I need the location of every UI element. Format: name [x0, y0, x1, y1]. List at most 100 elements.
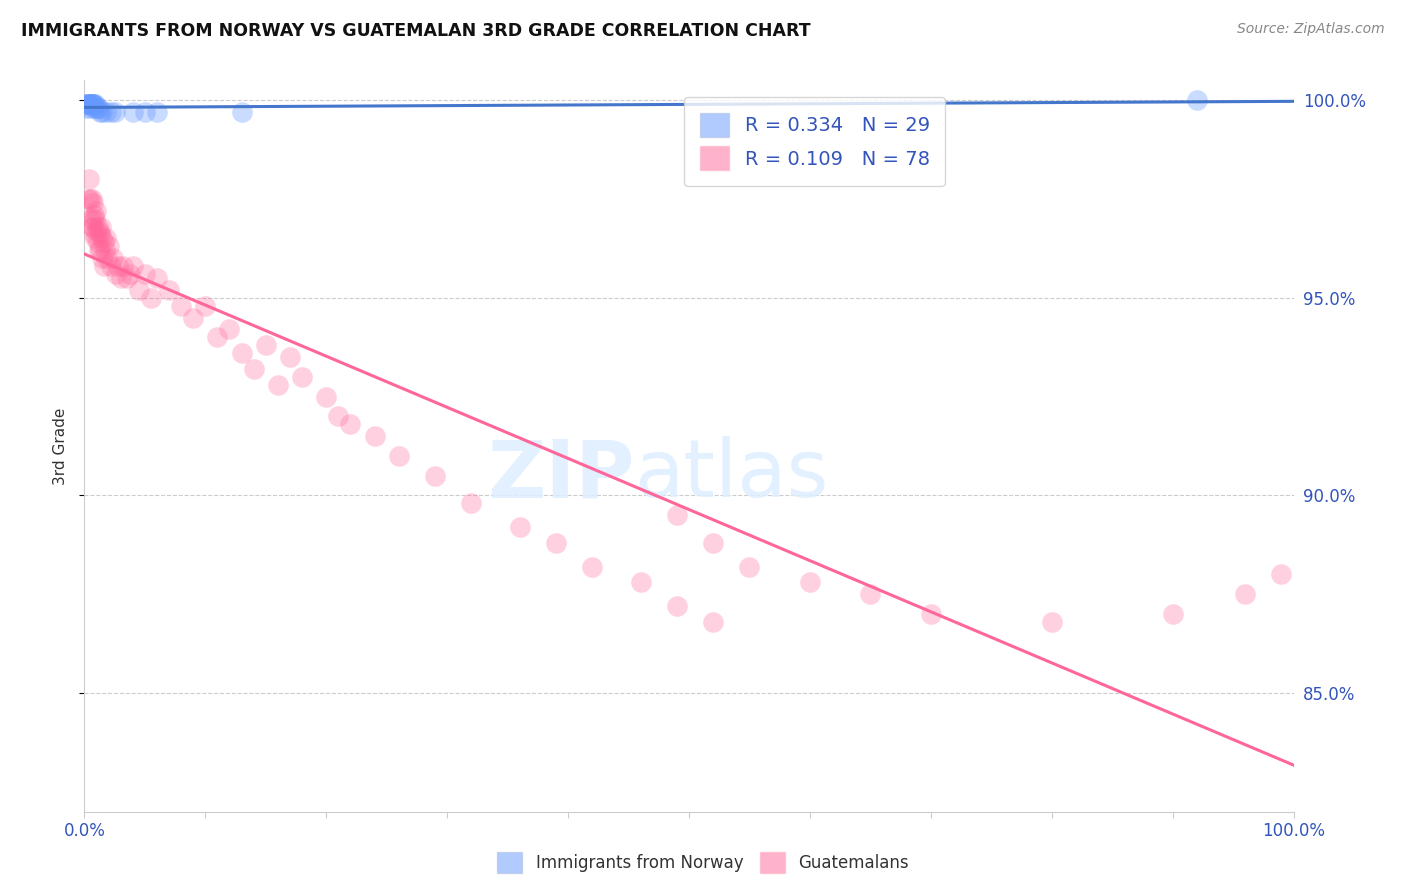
Point — [86, 101, 108, 115]
Point — [104, 267, 127, 281]
Point — [231, 346, 253, 360]
Y-axis label: 3rd Grade: 3rd Grade — [52, 408, 67, 484]
Point — [104, 104, 127, 119]
Point — [544, 536, 567, 550]
Point — [80, 219, 103, 234]
Point — [128, 283, 150, 297]
Point — [1161, 607, 1184, 621]
Point — [1270, 567, 1292, 582]
Point — [799, 575, 821, 590]
Point — [630, 575, 652, 590]
Point — [91, 251, 114, 265]
Point — [75, 101, 97, 115]
Point — [86, 203, 108, 218]
Point — [460, 496, 482, 510]
Point — [90, 219, 112, 234]
Point — [79, 211, 101, 226]
Point — [76, 97, 98, 112]
Point — [86, 235, 108, 250]
Text: ZIP: ZIP — [488, 436, 634, 515]
Point — [83, 97, 105, 112]
Text: Source: ZipAtlas.com: Source: ZipAtlas.com — [1237, 22, 1385, 37]
Point — [96, 251, 118, 265]
Point — [665, 508, 688, 523]
Point — [139, 291, 162, 305]
Point — [207, 330, 229, 344]
Point — [87, 244, 110, 258]
Point — [77, 97, 100, 112]
Point — [388, 449, 411, 463]
Point — [328, 409, 350, 424]
Point — [87, 223, 110, 237]
Legend: R = 0.334   N = 29, R = 0.109   N = 78: R = 0.334 N = 29, R = 0.109 N = 78 — [685, 97, 945, 186]
Point — [121, 104, 143, 119]
Point — [363, 429, 385, 443]
Point — [86, 223, 108, 237]
Point — [83, 101, 105, 115]
Point — [115, 271, 138, 285]
Point — [702, 615, 724, 629]
Point — [84, 231, 107, 245]
Point — [315, 390, 337, 404]
Point — [76, 97, 98, 112]
Point — [82, 211, 104, 226]
Point — [1234, 587, 1257, 601]
Point — [120, 267, 142, 281]
Point — [86, 101, 108, 115]
Point — [91, 231, 114, 245]
Point — [146, 104, 169, 119]
Point — [93, 235, 115, 250]
Point — [509, 520, 531, 534]
Point — [87, 101, 110, 115]
Point — [79, 101, 101, 115]
Point — [1185, 93, 1208, 107]
Point — [77, 97, 100, 112]
Point — [83, 208, 105, 222]
Point — [80, 192, 103, 206]
Point — [146, 271, 169, 285]
Point — [94, 231, 117, 245]
Point — [920, 607, 942, 621]
Point — [134, 267, 156, 281]
Point — [100, 259, 122, 273]
Point — [242, 362, 264, 376]
Point — [77, 172, 100, 186]
Point — [82, 219, 104, 234]
Point — [231, 104, 253, 119]
Point — [218, 322, 240, 336]
Point — [89, 227, 111, 242]
Point — [339, 417, 361, 432]
Point — [89, 104, 111, 119]
Point — [100, 104, 122, 119]
Point — [121, 259, 143, 273]
Point — [702, 536, 724, 550]
Point — [103, 251, 125, 265]
Point — [77, 97, 100, 112]
Point — [80, 97, 103, 112]
Point — [157, 283, 180, 297]
Point — [581, 559, 603, 574]
Point — [738, 559, 761, 574]
Text: atlas: atlas — [634, 436, 830, 515]
Point — [181, 310, 204, 325]
Point — [77, 97, 100, 112]
Point — [89, 244, 111, 258]
Point — [291, 369, 314, 384]
Point — [79, 192, 101, 206]
Point — [84, 211, 107, 226]
Point — [254, 338, 277, 352]
Point — [79, 97, 101, 112]
Point — [112, 259, 135, 273]
Point — [91, 104, 114, 119]
Point — [86, 219, 108, 234]
Point — [665, 599, 688, 614]
Point — [134, 104, 156, 119]
Point — [170, 299, 193, 313]
Point — [97, 239, 120, 253]
Point — [107, 259, 129, 273]
Point — [80, 97, 103, 112]
Point — [423, 468, 446, 483]
Point — [82, 195, 104, 210]
Legend: Immigrants from Norway, Guatemalans: Immigrants from Norway, Guatemalans — [491, 846, 915, 880]
Point — [859, 587, 882, 601]
